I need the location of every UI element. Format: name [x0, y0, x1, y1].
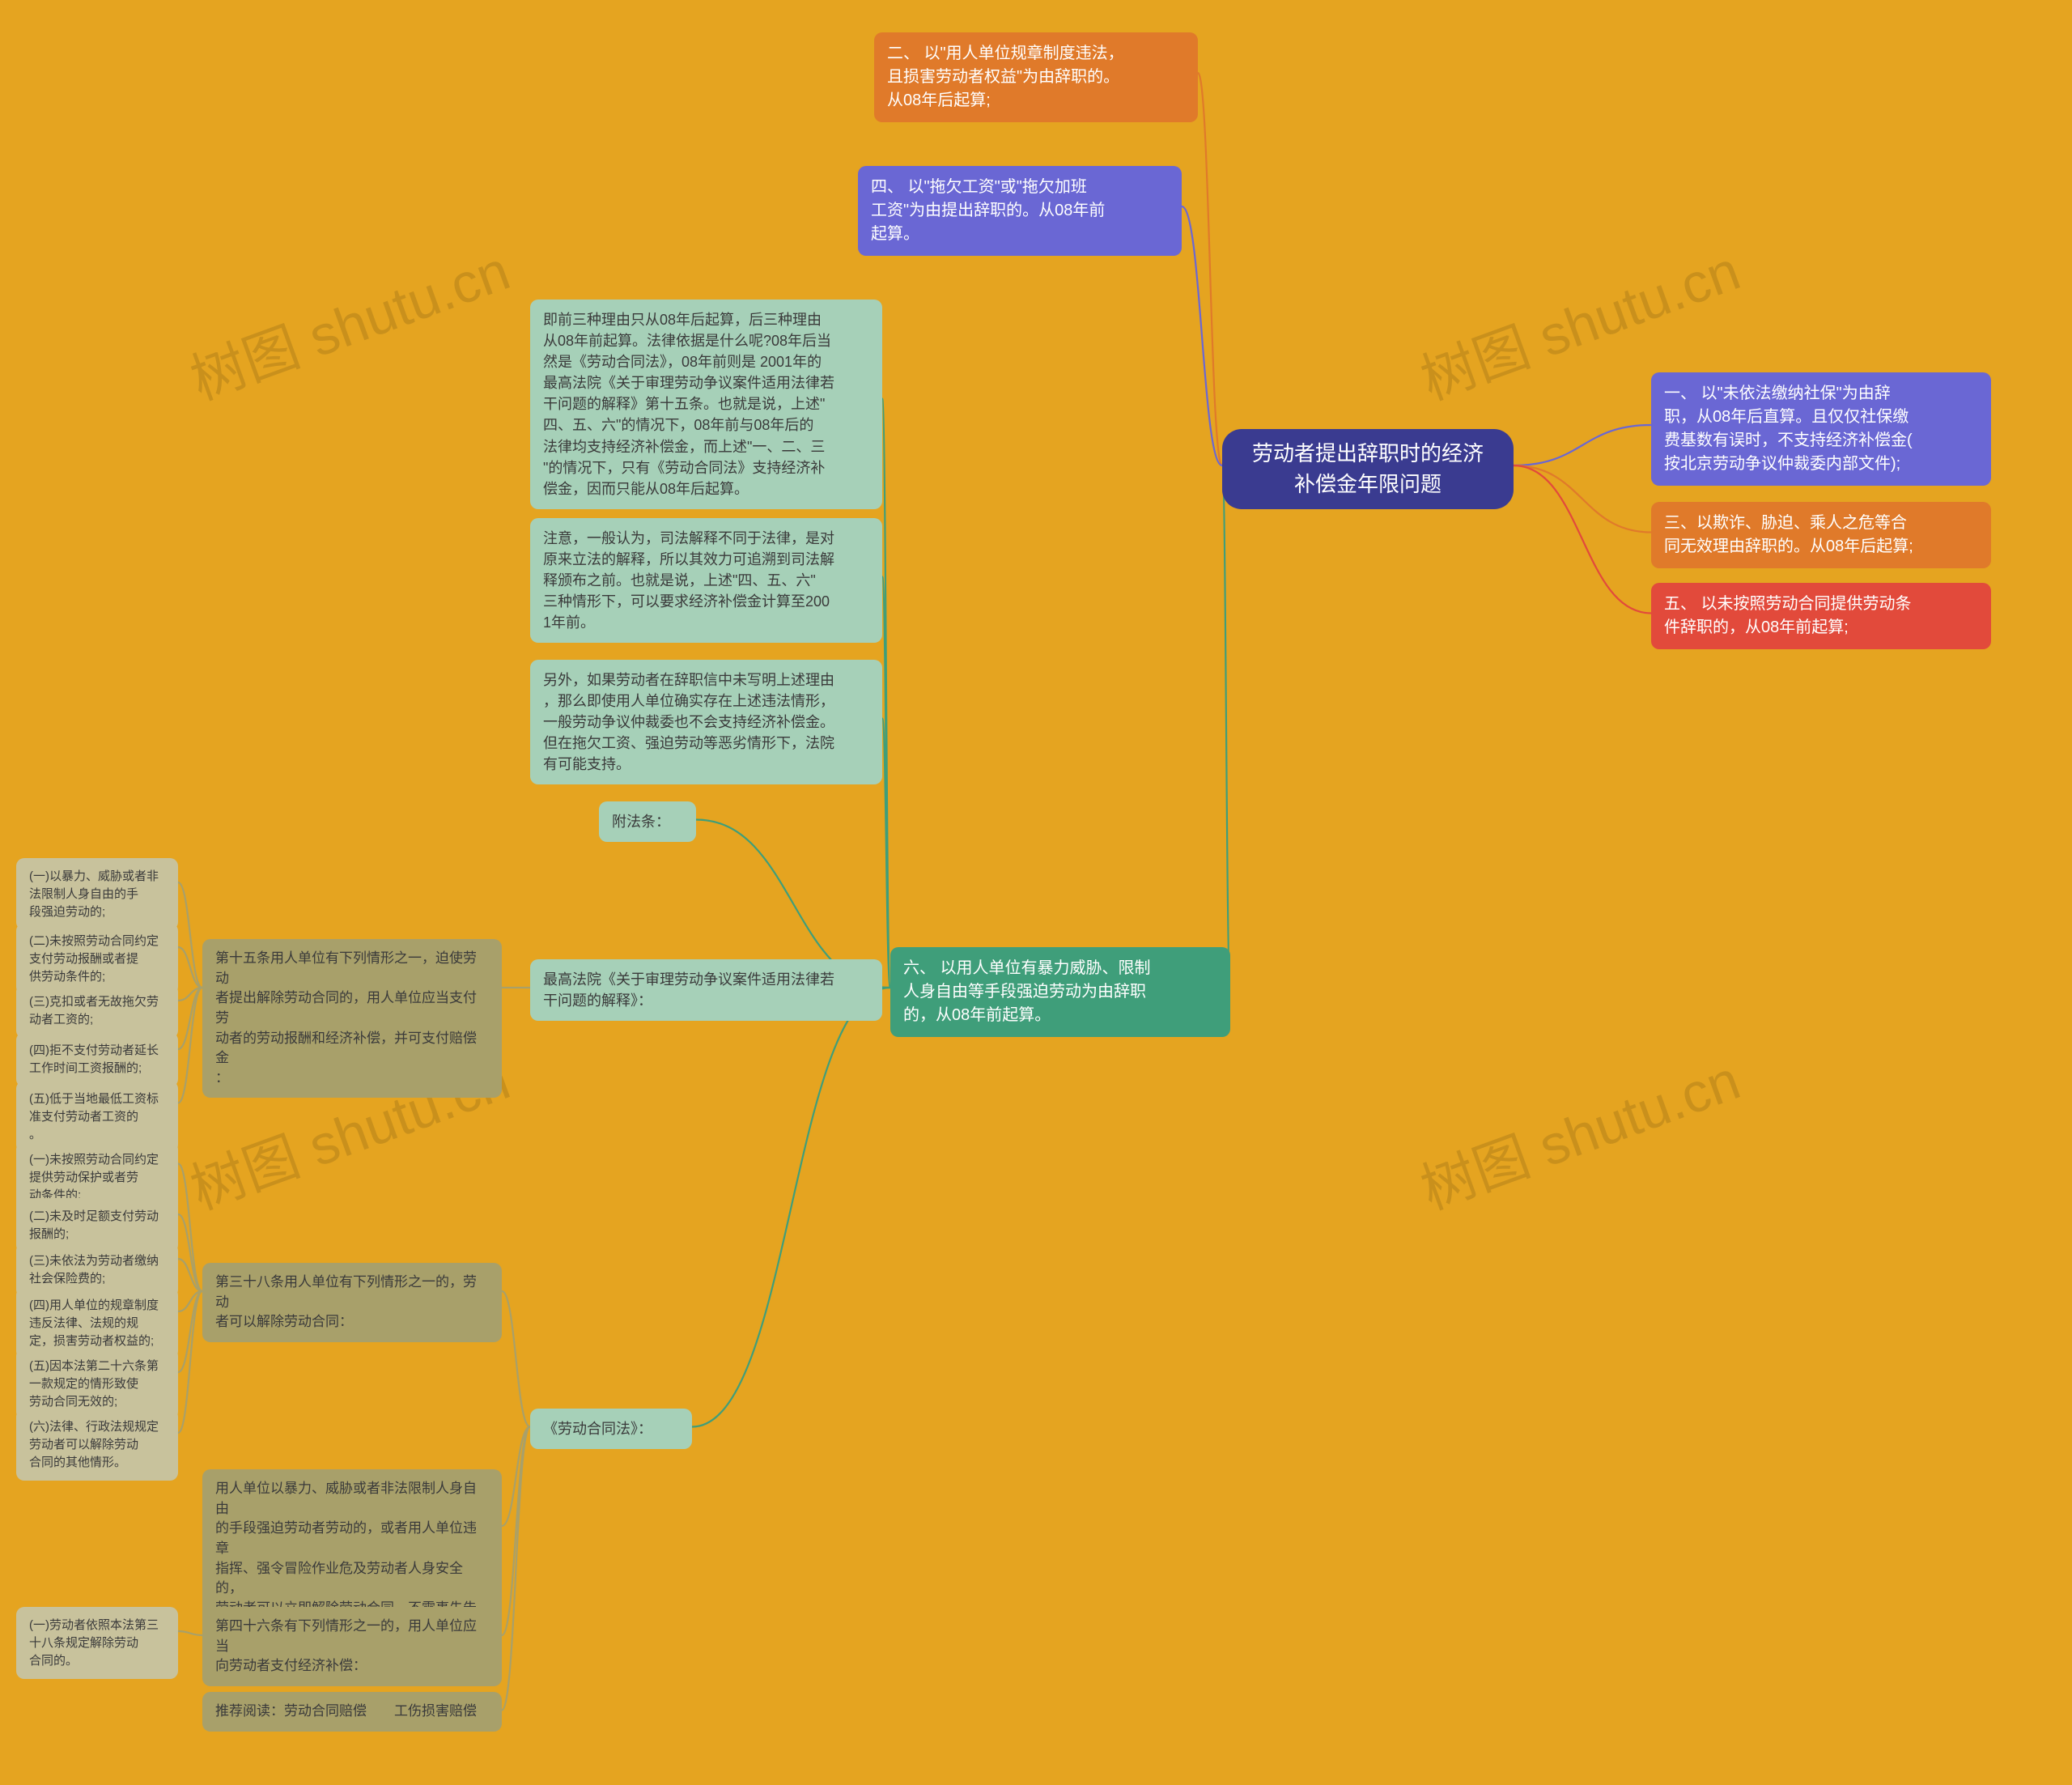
node-n4[interactable]: 四、 以"拖欠工资"或"拖欠加班工资"为由提出辞职的。从08年前起算。 [858, 166, 1182, 256]
node-text: (五)低于当地最低工资标准支付劳动者工资的。 [29, 1092, 159, 1141]
node-text: 四、 以"拖欠工资"或"拖欠加班工资"为由提出辞职的。从08年前起算。 [871, 178, 1105, 243]
node-f1_6[interactable]: (六)法律、行政法规规定劳动者可以解除劳动合同的其他情形。 [16, 1409, 178, 1481]
node-e1_3[interactable]: (三)克扣或者无故拖欠劳动者工资的; [16, 984, 178, 1039]
node-n1[interactable]: 一、 以"未依法缴纳社保"为由辞职，从08年后直算。且仅仅社保缴费基数有误时，不… [1651, 372, 1991, 486]
node-n6f[interactable]: 《劳动合同法》： [530, 1409, 692, 1449]
node-text: 一、 以"未依法缴纳社保"为由辞职，从08年后直算。且仅仅社保缴费基数有误时，不… [1664, 385, 1913, 473]
node-text: (二)未按照劳动合同约定支付劳动报酬或者提供劳动条件的; [29, 934, 159, 984]
node-text: (一)以暴力、威胁或者非法限制人身自由的手段强迫劳动的; [29, 869, 159, 919]
node-text: 另外，如果劳动者在辞职信中未写明上述理由，那么即使用人单位确实存在上述违法情形，… [543, 672, 834, 772]
node-text: 二、 以"用人单位规章制度违法，且损害劳动者权益"为由辞职的。从08年后起算; [887, 45, 1124, 109]
node-n6[interactable]: 六、 以用人单位有暴力威胁、限制人身自由等手段强迫劳动为由辞职的，从08年前起算… [890, 947, 1230, 1037]
node-n3[interactable]: 三、以欺诈、胁迫、乘人之危等合同无效理由辞职的。从08年后起算; [1651, 502, 1991, 568]
node-text: (四)拒不支付劳动者延长工作时间工资报酬的; [29, 1043, 159, 1075]
node-f3[interactable]: 第四十六条有下列情形之一的，用人单位应当向劳动者支付经济补偿： [202, 1607, 502, 1686]
node-text: (二)未及时足额支付劳动报酬的; [29, 1209, 159, 1241]
node-text: 第三十八条用人单位有下列情形之一的，劳动者可以解除劳动合同： [215, 1274, 477, 1329]
node-root[interactable]: 劳动者提出辞职时的经济补偿金年限问题 [1222, 429, 1514, 509]
node-text: 即前三种理由只从08年后起算，后三种理由从08年前起算。法律依据是什么呢?08年… [543, 312, 834, 497]
node-f4[interactable]: 推荐阅读：劳动合同赔偿 工伤损害赔偿 [202, 1692, 502, 1732]
node-text: 推荐阅读：劳动合同赔偿 工伤损害赔偿 [215, 1703, 477, 1719]
node-f1[interactable]: 第三十八条用人单位有下列情形之一的，劳动者可以解除劳动合同： [202, 1263, 502, 1342]
node-text: 最高法院《关于审理劳动争议案件适用法律若干问题的解释》： [543, 971, 834, 1009]
node-text: 附法条： [612, 814, 670, 830]
watermark: 树图 shutu.cn [178, 226, 519, 415]
node-e1_1[interactable]: (一)以暴力、威胁或者非法限制人身自由的手段强迫劳动的; [16, 858, 178, 930]
node-text: 五、 以未按照劳动合同提供劳动条件辞职的，从08年前起算; [1664, 595, 1912, 636]
mindmap-canvas: 树图 shutu.cn树图 shutu.cn树图 shutu.cn树图 shut… [0, 0, 2072, 1785]
node-text: (四)用人单位的规章制度违反法律、法规的规定，损害劳动者权益的; [29, 1298, 159, 1348]
node-text: 劳动者提出辞职时的经济补偿金年限问题 [1252, 439, 1484, 499]
node-n6a[interactable]: 即前三种理由只从08年后起算，后三种理由从08年前起算。法律依据是什么呢?08年… [530, 300, 882, 509]
node-text: (一)劳动者依照本法第三十八条规定解除劳动合同的。 [29, 1618, 159, 1668]
node-e1_4[interactable]: (四)拒不支付劳动者延长工作时间工资报酬的; [16, 1032, 178, 1087]
node-n5[interactable]: 五、 以未按照劳动合同提供劳动条件辞职的，从08年前起算; [1651, 583, 1991, 649]
node-e1[interactable]: 第十五条用人单位有下列情形之一，迫使劳动者提出解除劳动合同的，用人单位应当支付劳… [202, 939, 502, 1098]
node-text: 第十五条用人单位有下列情形之一，迫使劳动者提出解除劳动合同的，用人单位应当支付劳… [215, 950, 477, 1086]
node-text: 《劳动合同法》： [543, 1421, 652, 1437]
node-n6c[interactable]: 另外，如果劳动者在辞职信中未写明上述理由，那么即使用人单位确实存在上述违法情形，… [530, 660, 882, 784]
node-text: 六、 以用人单位有暴力威胁、限制人身自由等手段强迫劳动为由辞职的，从08年前起算… [903, 959, 1151, 1024]
node-text: 三、以欺诈、胁迫、乘人之危等合同无效理由辞职的。从08年后起算; [1664, 514, 1913, 555]
node-text: (五)因本法第二十六条第一款规定的情形致使劳动合同无效的; [29, 1359, 159, 1409]
node-text: 第四十六条有下列情形之一的，用人单位应当向劳动者支付经济补偿： [215, 1618, 477, 1673]
node-n6e[interactable]: 最高法院《关于审理劳动争议案件适用法律若干问题的解释》： [530, 959, 882, 1021]
node-n2[interactable]: 二、 以"用人单位规章制度违法，且损害劳动者权益"为由辞职的。从08年后起算; [874, 32, 1198, 122]
node-text: (三)未依法为劳动者缴纳社会保险费的; [29, 1254, 159, 1286]
node-n6d[interactable]: 附法条： [599, 801, 696, 842]
watermark: 树图 shutu.cn [1408, 1035, 1749, 1225]
node-text: 注意，一般认为，司法解释不同于法律，是对原来立法的解释，所以其效力可追溯到司法解… [543, 530, 834, 631]
node-f3_1[interactable]: (一)劳动者依照本法第三十八条规定解除劳动合同的。 [16, 1607, 178, 1679]
node-n6b[interactable]: 注意，一般认为，司法解释不同于法律，是对原来立法的解释，所以其效力可追溯到司法解… [530, 518, 882, 643]
node-text: (三)克扣或者无故拖欠劳动者工资的; [29, 995, 159, 1026]
node-text: (六)法律、行政法规规定劳动者可以解除劳动合同的其他情形。 [29, 1420, 159, 1469]
node-text: (一)未按照劳动合同约定提供劳动保护或者劳动条件的; [29, 1153, 159, 1202]
